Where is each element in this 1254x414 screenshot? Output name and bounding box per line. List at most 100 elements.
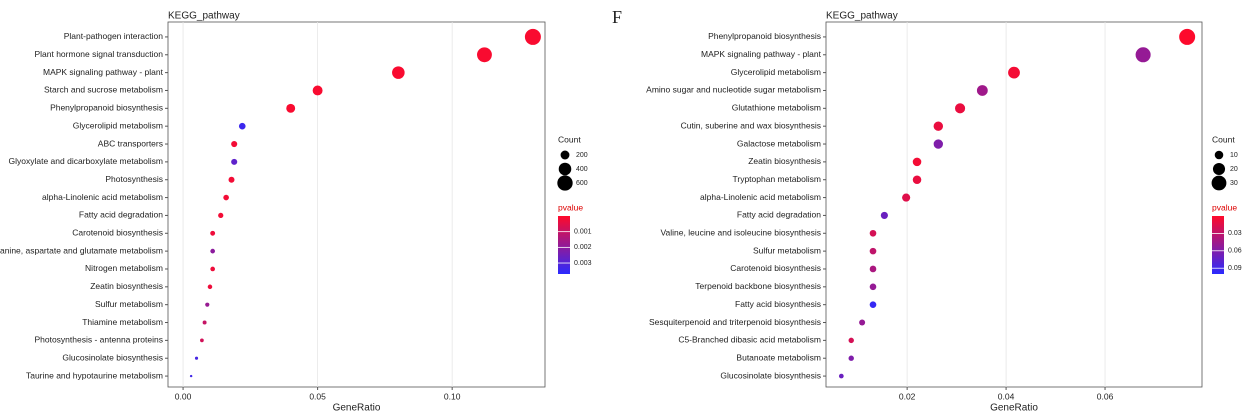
category-label: Nitrogen metabolism — [85, 263, 163, 273]
category-label: Taurine and hypotaurine metabolism — [26, 370, 163, 380]
dot — [848, 355, 854, 361]
dot — [218, 212, 224, 219]
category-label: MAPK signaling pathway - plant — [701, 49, 822, 59]
category-label: Fatty acid biosynthesis — [735, 299, 821, 309]
category-label: Phenylpropanoid biosynthesis — [50, 103, 163, 113]
color-legend-title: pvalue — [1212, 202, 1237, 212]
dot — [231, 158, 238, 165]
category-label: Glucosinolate biosynthesis — [62, 352, 163, 362]
category-label: Zeatin biosynthesis — [748, 156, 821, 166]
dot — [869, 247, 877, 255]
dot — [205, 302, 210, 307]
dot — [869, 265, 877, 273]
dot — [933, 121, 943, 131]
x-axis-label: GeneRatio — [990, 403, 1038, 414]
category-label: Tryptophan metabolism — [732, 174, 821, 184]
category-label: Glutathione metabolism — [732, 103, 821, 113]
color-bar — [558, 216, 570, 274]
size-legend-key — [560, 150, 570, 160]
category-label: Carotenoid biosynthesis — [72, 228, 163, 238]
dot — [286, 103, 296, 113]
category-label: Photosynthesis — [105, 174, 163, 184]
category-label: Sesquiterpenoid and triterpenoid biosynt… — [649, 317, 821, 327]
size-legend-label: 600 — [576, 180, 588, 187]
category-label: Butanoate metabolism — [736, 352, 821, 362]
category-label: ABC transporters — [98, 138, 163, 148]
dot — [238, 122, 246, 130]
size-legend-title: Count — [1212, 134, 1235, 144]
size-legend-key — [557, 175, 573, 191]
dot — [207, 284, 213, 290]
category-label: MAPK signaling pathway - plant — [43, 67, 164, 77]
dot — [902, 193, 911, 202]
chart-title: KEGG_pathway — [826, 11, 898, 22]
category-label: Sulfur metabolism — [95, 299, 163, 309]
category-label: Photosynthesis - antenna proteins — [34, 335, 163, 345]
category-label: Plant hormone signal transduction — [34, 49, 163, 59]
dot — [189, 374, 193, 378]
dot — [223, 194, 229, 201]
plot-panel — [167, 21, 546, 388]
dot — [912, 175, 922, 185]
category-label: Alanine, aspartate and glutamate metabol… — [0, 245, 163, 255]
category-label: Sulfur metabolism — [753, 245, 821, 255]
size-legend-key — [1214, 150, 1224, 160]
x-tick-label: 0.00 — [175, 391, 192, 401]
dot — [869, 283, 877, 291]
category-label: alpha-Linolenic acid metabolism — [42, 192, 163, 202]
dot — [955, 103, 966, 114]
size-legend-label: 10 — [1230, 152, 1238, 159]
dot — [524, 28, 541, 45]
category-label: Glycerolipid metabolism — [73, 120, 163, 130]
size-legend-label: 20 — [1230, 166, 1238, 173]
panel-label: F — [612, 7, 622, 27]
x-tick-label: 0.02 — [899, 391, 916, 401]
category-label: Terpenoid backbone biosynthesis — [695, 281, 821, 291]
dot — [933, 139, 943, 149]
dot — [210, 248, 215, 254]
category-label: Plant-pathogen interaction — [64, 31, 164, 41]
category-label: Valine, leucine and isoleucine biosynthe… — [661, 228, 822, 238]
size-legend-title: Count — [558, 134, 581, 144]
dot — [477, 47, 492, 63]
category-label: Phenylpropanoid biosynthesis — [708, 31, 821, 41]
size-legend-key — [1212, 162, 1226, 176]
x-axis-label: GeneRatio — [333, 403, 381, 414]
category-label: Starch and sucrose metabolism — [44, 85, 163, 95]
category-label: Galactose metabolism — [737, 138, 821, 148]
color-legend-title: pvalue — [558, 202, 583, 212]
color-bar-label: 0.09 — [1228, 265, 1242, 272]
x-tick-label: 0.10 — [444, 391, 461, 401]
dot — [228, 176, 235, 183]
x-tick-label: 0.04 — [998, 391, 1015, 401]
size-legend-label: 30 — [1230, 180, 1238, 187]
dot — [200, 338, 204, 343]
category-label: Thiamine metabolism — [82, 317, 163, 327]
dot — [202, 320, 207, 325]
chart-title: KEGG_pathway — [168, 11, 240, 22]
dot — [1179, 28, 1196, 45]
category-label: Cutin, suberine and wax biosynthesis — [681, 120, 821, 130]
dot — [848, 337, 854, 344]
dot — [912, 157, 922, 167]
color-bar — [1212, 216, 1224, 274]
category-label: Amino sugar and nucleotide sugar metabol… — [646, 85, 821, 95]
category-label: Carotenoid biosynthesis — [730, 263, 821, 273]
dot — [838, 373, 844, 379]
category-label: Glyoxylate and dicarboxylate metabolism — [9, 156, 164, 166]
category-label: Glucosinolate biosynthesis — [720, 370, 821, 380]
size-legend-label: 400 — [576, 166, 588, 173]
plot-panel — [825, 21, 1203, 388]
dot — [976, 85, 988, 96]
dot — [869, 229, 877, 237]
dot — [392, 66, 405, 79]
category-label: C5-Branched dibasic acid metabolism — [678, 335, 821, 345]
dot — [869, 301, 877, 308]
dot — [859, 319, 866, 326]
category-label: Zeatin biosynthesis — [90, 281, 163, 291]
dot — [312, 85, 323, 96]
color-bar-label: 0.001 — [574, 229, 592, 236]
color-bar-label: 0.06 — [1228, 248, 1242, 255]
category-label: Fatty acid degradation — [79, 210, 163, 220]
dot — [210, 266, 215, 272]
